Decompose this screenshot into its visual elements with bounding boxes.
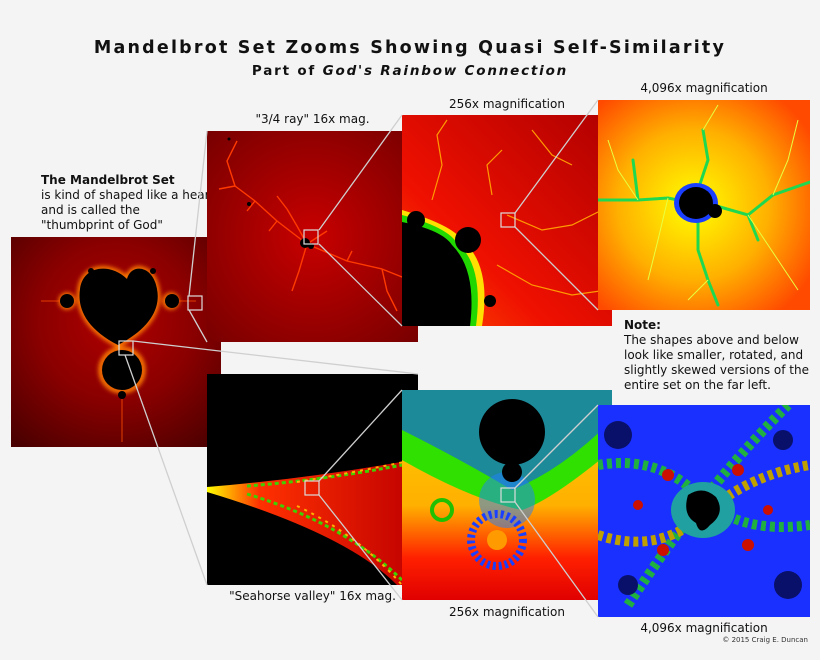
bottom-panel-2-256x <box>402 390 612 600</box>
bottom-panel-2-label: 256x magnification <box>449 605 565 619</box>
subtitle-italic: God's Rainbow Connection <box>322 63 569 79</box>
top-panel-3-label: 4,096x magnification <box>640 81 768 95</box>
top-panel-3-4096x <box>598 100 810 310</box>
copyright: © 2015 Craig E. Duncan <box>722 636 808 644</box>
note-text: Note: The shapes above and below look li… <box>624 318 814 393</box>
intro-heading: The Mandelbrot Set <box>41 173 175 187</box>
intro-body: is kind of shaped like a heart and is ca… <box>41 188 215 232</box>
main-mandelbrot-panel <box>11 237 221 447</box>
top-panel-2-256x <box>402 115 612 326</box>
page-subtitle: Part of God's Rainbow Connection <box>0 63 820 79</box>
bottom-panel-1-label: "Seahorse valley" 16x mag. <box>229 589 396 603</box>
bottom-panel-3-4096x <box>598 405 810 617</box>
top-panel-1-three-quarter-ray <box>207 131 418 342</box>
subtitle-prefix: Part of <box>251 63 317 79</box>
note-heading: Note: <box>624 318 661 332</box>
top-panel-2-label: 256x magnification <box>449 97 565 111</box>
bottom-panel-1-seahorse-valley <box>207 374 418 585</box>
intro-text: The Mandelbrot Set is kind of shaped lik… <box>41 173 216 233</box>
page-title: Mandelbrot Set Zooms Showing Quasi Self-… <box>93 38 727 58</box>
bottom-panel-3-label: 4,096x magnification <box>640 621 768 635</box>
note-body: The shapes above and below look like sma… <box>624 333 809 392</box>
top-panel-1-label: "3/4 ray" 16x mag. <box>255 112 370 126</box>
